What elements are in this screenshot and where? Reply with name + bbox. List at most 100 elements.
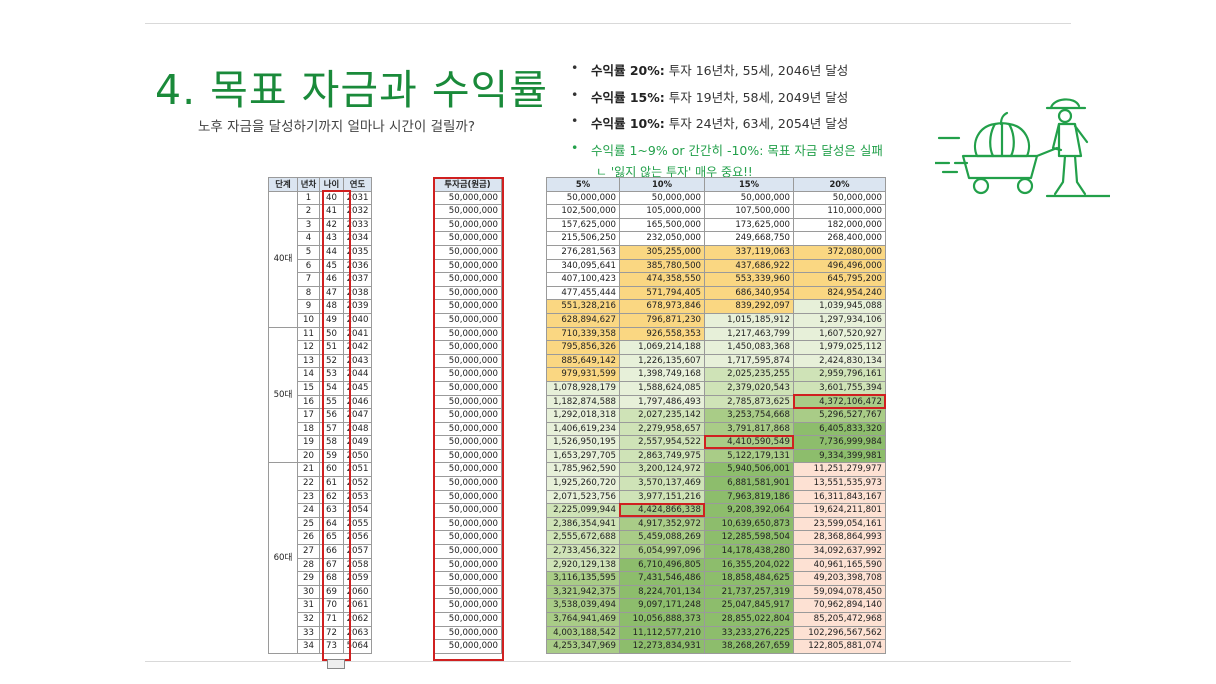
investment-cell: 50,000,000 [433, 435, 502, 450]
age-cell: 68 [319, 571, 344, 586]
balance-cell: 1,039,945,088 [793, 299, 886, 314]
balance-cell: 2,025,235,255 [704, 367, 794, 382]
table-row: 50,000,000 [433, 435, 502, 450]
year-cell: 2041 [343, 326, 372, 342]
balance-cell: 21,737,257,319 [704, 584, 794, 600]
table-row: 3,538,039,494 9,097,171,248 25,047,845,917… [546, 598, 886, 613]
year-cell: 2035 [343, 244, 372, 260]
balance-cell: 2,863,749,975 [619, 448, 705, 464]
table-row: 50,000,000 [433, 544, 502, 559]
balance-cell: 2,733,456,322 [546, 544, 620, 559]
age-table-body: 40대 1 40 2031 2 41 2032 3 42 2033 4 43 2034 5 44 2035 6 4… [268, 190, 372, 654]
table-row: 1,406,619,234 2,279,958,657 3,791,817,868 6… [546, 421, 886, 437]
table-row: 4,253,347,969 12,273,834,931 38,268,267,65… [546, 639, 886, 654]
bullet-item-10: • 수익률 10%: 투자 24년차, 63세, 2054년 달성 [569, 113, 883, 140]
investment-cell: 50,000,000 [433, 380, 502, 396]
table-row: 50,000,000 [433, 299, 502, 314]
bullet-text: 투자 16년차, 55세, 2046년 달성 [664, 63, 849, 78]
age-cell: 60 [319, 462, 344, 478]
investment-cell: 50,000,000 [433, 462, 502, 478]
balance-cell: 1,588,624,085 [619, 380, 705, 396]
investment-cell: 50,000,000 [433, 421, 502, 437]
investment-cell: 50,000,000 [433, 217, 502, 233]
table-row: 710,339,358 926,558,353 1,217,463,799 1,607… [546, 326, 886, 342]
balance-cell: 305,255,000 [619, 244, 705, 260]
year-cell: 2049 [343, 435, 372, 450]
year-no-cell: 34 [297, 639, 320, 654]
balance-cell: 2,785,873,625 [704, 394, 794, 410]
balance-cell: 5,940,506,001 [704, 462, 794, 478]
balance-cell: 18,858,484,625 [704, 571, 794, 586]
balance-cell: 2,071,523,756 [546, 489, 620, 505]
year-no-cell: 28 [297, 557, 320, 573]
farmer-pushing-pumpkin-cart-icon [935, 98, 1110, 198]
year-no-cell: 26 [297, 530, 320, 546]
investment-cell: 50,000,000 [433, 367, 502, 382]
year-cell: 2032 [343, 204, 372, 219]
investment-cell: 50,000,000 [433, 326, 502, 342]
year-cell: 2037 [343, 272, 372, 287]
investment-cell: 50,000,000 [433, 285, 502, 301]
age-cell: 71 [319, 612, 344, 627]
year-cell: 2047 [343, 408, 372, 423]
year-cell: 2061 [343, 598, 372, 613]
balance-cell: 40,961,165,590 [793, 557, 886, 573]
age-cell: 64 [319, 516, 344, 532]
balance-cell: 23,599,054,161 [793, 516, 886, 532]
balance-cell: 25,047,845,917 [704, 598, 794, 613]
balance-cell: 9,208,392,064 [704, 503, 794, 518]
investment-cell: 50,000,000 [433, 272, 502, 287]
table-row: 50,000,000 [433, 639, 502, 654]
investment-table-body: 50,000,000 50,000,000 50,000,000 50,000,000… [433, 190, 502, 654]
year-no-cell: 10 [297, 312, 320, 328]
balance-cell: 1,653,297,705 [546, 448, 620, 464]
investment-cell: 50,000,000 [433, 258, 502, 274]
balance-cell: 10,639,650,873 [704, 516, 794, 532]
balance-cell: 19,624,211,801 [793, 503, 886, 518]
balance-cell: 3,764,941,469 [546, 612, 620, 627]
balance-cell: 50,000,000 [619, 190, 705, 206]
balance-cell: 4,253,347,969 [546, 639, 620, 654]
age-cell: 45 [319, 258, 344, 274]
return-rate-table: 5% 10% 15% 20% 50,000,000 50,000,000 50,00… [546, 177, 886, 654]
investment-cell: 50,000,000 [433, 598, 502, 613]
year-cell: 2046 [343, 394, 372, 410]
year-cell: 2052 [343, 476, 372, 491]
year-no-cell: 20 [297, 448, 320, 464]
balance-cell: 796,871,230 [619, 312, 705, 328]
year-cell: 2045 [343, 380, 372, 396]
balance-cell: 1,526,950,195 [546, 435, 620, 450]
balance-cell: 6,710,496,805 [619, 557, 705, 573]
balance-cell: 337,119,063 [704, 244, 794, 260]
year-cell: 2060 [343, 584, 372, 600]
table-row: 215,506,250 232,050,000 249,668,750 268,400… [546, 231, 886, 246]
balance-cell: 340,095,641 [546, 258, 620, 274]
age-cell: 47 [319, 285, 344, 301]
balance-cell: 1,182,874,588 [546, 394, 620, 410]
table-row: 50,000,000 [433, 421, 502, 437]
investment-cell: 50,000,000 [433, 244, 502, 260]
age-cell: 65 [319, 530, 344, 546]
age-cell: 56 [319, 408, 344, 423]
balance-cell: 385,780,500 [619, 258, 705, 274]
header-year-no: 년차 [297, 177, 320, 192]
investment-cell: 50,000,000 [433, 448, 502, 464]
balance-cell: 3,538,039,494 [546, 598, 620, 613]
table-row: 885,649,142 1,226,135,607 1,717,595,874 2,4… [546, 353, 886, 369]
table-row: 276,281,563 305,255,000 337,119,063 372,080… [546, 244, 886, 260]
year-cell: 2056 [343, 530, 372, 546]
balance-cell: 232,050,000 [619, 231, 705, 246]
table-row: 979,931,599 1,398,749,168 2,025,235,255 2,9… [546, 367, 886, 382]
bullet-dot: • [571, 86, 579, 102]
investment-cell: 50,000,000 [433, 516, 502, 532]
year-no-cell: 1 [297, 190, 320, 206]
investment-cell: 50,000,000 [433, 571, 502, 586]
table-row: 50,000,000 [433, 258, 502, 274]
table-row: 50,000,000 [433, 625, 502, 641]
year-cell: 2063 [343, 625, 372, 641]
age-cell: 73 [319, 639, 344, 654]
balance-cell: 10,056,888,373 [619, 612, 705, 627]
balance-cell: 407,100,423 [546, 272, 620, 287]
balance-cell: 1,406,619,234 [546, 421, 620, 437]
bullet-text: 투자 24년차, 63세, 2054년 달성 [664, 116, 849, 131]
